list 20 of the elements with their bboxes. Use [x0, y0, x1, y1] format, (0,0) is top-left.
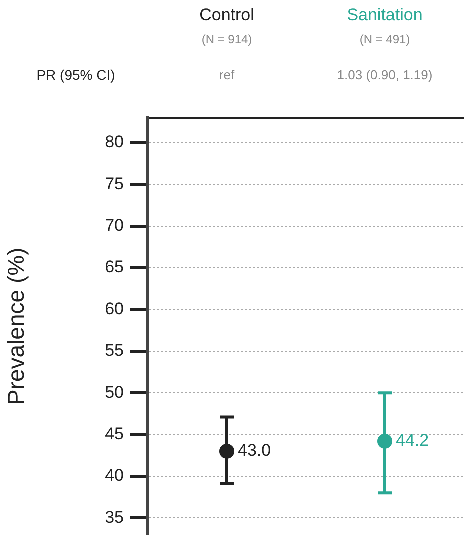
y-tick-label: 65: [105, 258, 124, 277]
y-tick-label: 55: [105, 341, 124, 360]
text: ref: [219, 68, 235, 83]
text: (N = 914): [202, 32, 252, 46]
y-tick-label: 50: [105, 382, 124, 402]
text: 1.03 (0.90, 1.19): [337, 68, 433, 83]
y-tick-label: 60: [105, 299, 124, 318]
x-tick-label: Sanitation: [347, 6, 423, 25]
y-tick-label: 75: [105, 174, 124, 194]
y-tick-label: 80: [105, 132, 124, 152]
text: (N = 491): [360, 32, 410, 46]
data-label: 43.0: [238, 441, 272, 460]
y-tick-label: 45: [105, 424, 124, 444]
y-tick-label: 40: [105, 466, 124, 486]
text: PR (95% CI): [36, 66, 116, 83]
x-tick-label: Control: [200, 6, 254, 25]
y-axis-title: Prevalence (%): [3, 248, 30, 406]
y-tick-label: 35: [105, 508, 124, 527]
y-tick-label: 70: [105, 216, 124, 236]
data-label: 44.2: [396, 431, 430, 450]
